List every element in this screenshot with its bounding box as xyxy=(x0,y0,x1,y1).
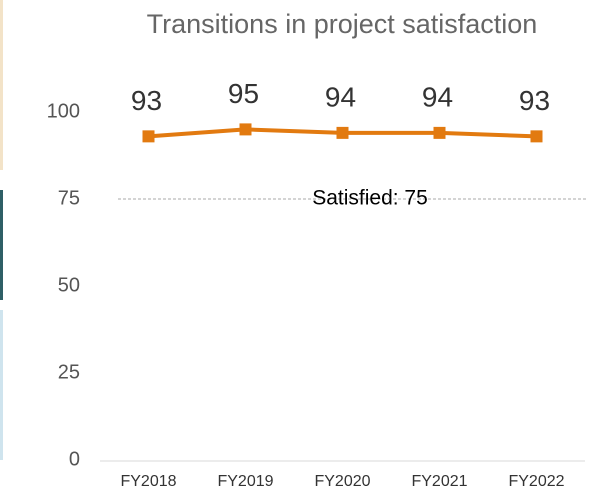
x-tick-label: FY2022 xyxy=(508,473,564,490)
data-label: 94 xyxy=(422,81,453,112)
reference-label: Satisfied: 75 xyxy=(312,187,428,210)
edge-strip xyxy=(0,190,3,300)
x-tick-label: FY2021 xyxy=(411,473,467,490)
x-tick-label: FY2019 xyxy=(217,473,273,490)
data-label: 93 xyxy=(519,85,550,116)
data-label: 95 xyxy=(228,78,259,109)
edge-strip xyxy=(0,0,3,170)
y-tick-label: 0 xyxy=(69,448,80,470)
y-tick-label: 50 xyxy=(58,274,80,296)
y-tick-label: 25 xyxy=(58,361,80,383)
y-tick-label: 75 xyxy=(58,187,80,209)
y-tick-label: 100 xyxy=(47,100,80,122)
point-marker xyxy=(142,130,155,143)
data-label: 93 xyxy=(131,85,162,116)
data-label: 94 xyxy=(325,81,356,112)
point-marker xyxy=(336,126,349,139)
x-tick-label: FY2020 xyxy=(314,473,370,490)
edge-strip xyxy=(0,310,3,460)
chart-title: Transitions in project satisfaction xyxy=(147,9,538,39)
point-marker xyxy=(433,126,446,139)
point-marker xyxy=(530,130,543,143)
point-marker xyxy=(239,123,252,136)
x-tick-label: FY2018 xyxy=(120,473,176,490)
